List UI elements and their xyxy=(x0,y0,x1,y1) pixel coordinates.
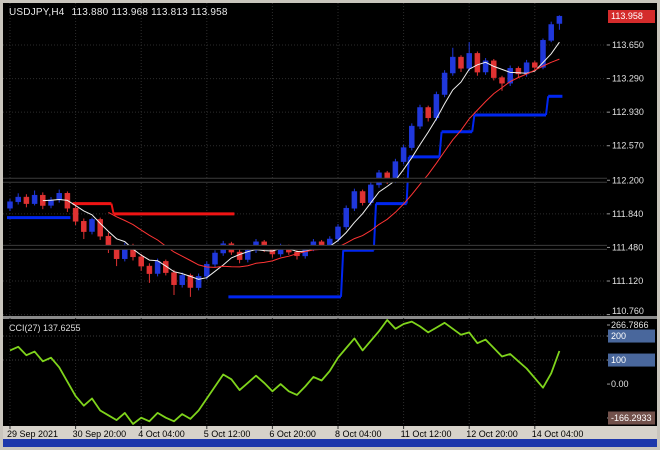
candle xyxy=(163,259,169,276)
axis-label: 200 xyxy=(611,331,626,341)
cci-indicator-label: CCI(27) 137.6255 xyxy=(9,323,81,333)
candle xyxy=(343,205,349,230)
candle xyxy=(154,258,161,277)
candle xyxy=(368,182,374,206)
axis-label: 30 Sep 20:00 xyxy=(73,429,127,439)
candle xyxy=(482,58,489,75)
candle xyxy=(204,261,210,280)
candle xyxy=(89,217,95,235)
candle xyxy=(351,188,358,212)
candle xyxy=(409,123,415,151)
candle xyxy=(400,144,407,165)
axis-label: 6 Oct 20:00 xyxy=(269,429,316,439)
cci-line xyxy=(9,319,561,425)
candle xyxy=(540,38,546,70)
candle xyxy=(458,55,464,73)
time-axis-labels: 29 Sep 2021 30 Sep 20:00 4 Oct 04:00 5 Oct … xyxy=(7,426,583,439)
candle xyxy=(171,269,177,296)
axis-label: 113.290 xyxy=(612,74,644,84)
candle xyxy=(31,190,38,206)
candle xyxy=(359,189,366,206)
candle xyxy=(417,104,423,129)
candle xyxy=(515,66,522,78)
candle xyxy=(7,198,13,212)
candle xyxy=(212,250,218,268)
candle xyxy=(491,58,497,81)
candle xyxy=(138,253,144,271)
axis-label: 5 Oct 12:00 xyxy=(204,429,251,439)
candle xyxy=(179,272,185,288)
candle xyxy=(187,273,194,297)
axis-label: 111.480 xyxy=(612,242,643,252)
candle xyxy=(556,15,563,30)
axis-label: 113.650 xyxy=(612,40,644,50)
candle xyxy=(474,51,481,76)
candle xyxy=(425,105,431,122)
candle xyxy=(15,193,21,205)
candle xyxy=(72,205,79,226)
current-price-box: 113.958 xyxy=(608,9,655,23)
cci-level-badge: 200 xyxy=(608,329,655,343)
candle xyxy=(450,47,456,76)
candle xyxy=(466,42,472,72)
chart-title: USDJPY,H4 113.880 113.968 113.813 113.958 xyxy=(9,7,228,18)
candle xyxy=(146,263,153,283)
ohlc-values: 113.880 113.968 113.813 113.958 xyxy=(71,7,228,18)
axis-label: 29 Sep 2021 xyxy=(7,429,58,439)
axis-label: 4 Oct 04:00 xyxy=(138,429,185,439)
candle xyxy=(195,273,202,291)
candle xyxy=(507,65,513,87)
axis-label: 14 Oct 04:00 xyxy=(532,429,584,439)
axis-label: 266.7866 xyxy=(611,320,649,330)
trend-indicator-line xyxy=(7,94,563,299)
candle xyxy=(532,60,538,72)
candle xyxy=(97,217,103,240)
candle xyxy=(335,224,341,242)
cci-level-badge: -166.2933 xyxy=(608,411,655,425)
candle xyxy=(23,194,30,208)
candle xyxy=(441,70,448,98)
axis-label: 112.570 xyxy=(612,141,644,151)
axis-label: -166.2933 xyxy=(611,413,652,423)
price-axis-labels: 113.650 113.290 112.930 112.570 112.200 111.8… xyxy=(607,40,644,316)
symbol-timeframe-label: USDJPY,H4 xyxy=(9,7,65,18)
axis-label: 8 Oct 04:00 xyxy=(335,429,382,439)
axis-label: 112.930 xyxy=(612,107,644,117)
axis-label: 100 xyxy=(611,355,626,365)
candle xyxy=(548,21,554,43)
axis-label: 0.00 xyxy=(611,379,629,389)
axis-label: 110.760 xyxy=(612,306,644,316)
axis-label: 112.200 xyxy=(612,175,644,185)
axis-label: 111.120 xyxy=(612,276,643,286)
cci-level-badge: 100 xyxy=(608,353,655,367)
candle xyxy=(81,218,87,240)
horizontal-line-objects[interactable] xyxy=(3,177,607,250)
axis-label: 111.840 xyxy=(612,209,643,219)
axis-label: 11 Oct 12:00 xyxy=(401,429,452,439)
axis-label: 12 Oct 20:00 xyxy=(466,429,518,439)
